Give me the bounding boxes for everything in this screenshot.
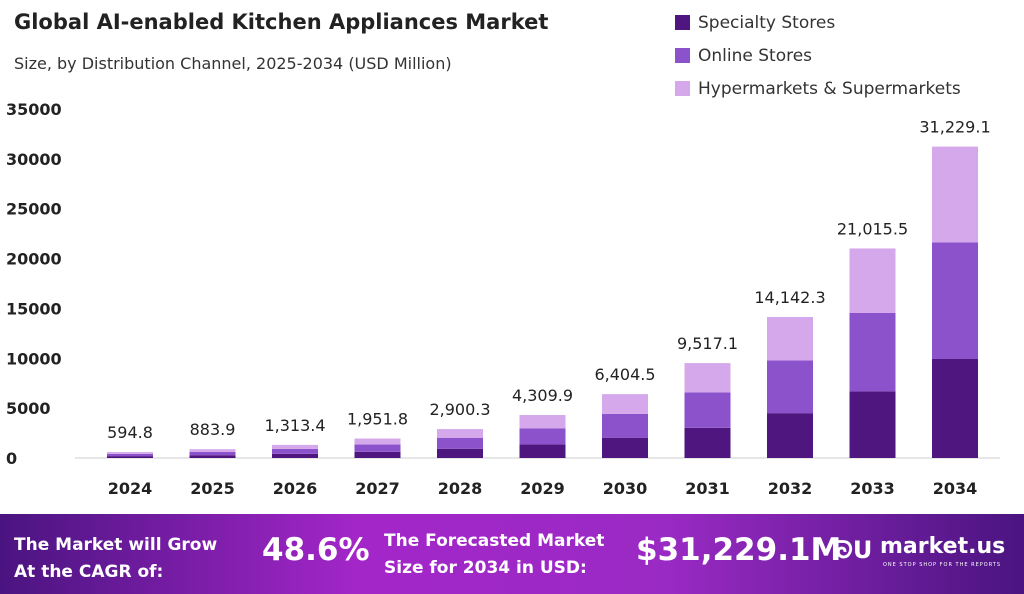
bar-segment-online-stores xyxy=(932,242,978,359)
y-tick-label: 15000 xyxy=(6,299,62,318)
y-tick-label: 30000 xyxy=(6,150,62,169)
bar-segment-online-stores xyxy=(437,437,483,449)
legend-label: Hypermarkets & Supermarkets xyxy=(698,78,961,99)
x-tick-label: 2029 xyxy=(520,479,565,498)
forecast-label-line1: The Forecasted Market xyxy=(384,531,605,551)
cagr-label: The Market will Grow At the CAGR of: xyxy=(14,532,217,586)
total-label: 31,229.1 xyxy=(919,118,990,137)
legend-item: Specialty Stores xyxy=(675,6,961,39)
legend-swatch xyxy=(675,15,690,30)
x-tick-label: 2031 xyxy=(685,479,730,498)
x-tick-label: 2028 xyxy=(438,479,483,498)
bar-segment-hypermarkets-supermarkets xyxy=(189,449,236,452)
bar-segment-online-stores xyxy=(849,312,896,392)
chart-title: Global AI-enabled Kitchen Appliances Mar… xyxy=(14,10,549,34)
total-label: 9,517.1 xyxy=(677,334,738,353)
bar-segment-specialty-stores xyxy=(767,413,813,458)
y-tick-label: 25000 xyxy=(6,200,62,219)
total-label: 594.8 xyxy=(107,423,153,442)
bar-segment-hypermarkets-supermarkets xyxy=(437,429,483,438)
y-tick-label: 35000 xyxy=(6,100,62,119)
legend-label: Specialty Stores xyxy=(698,12,836,33)
chart: 0 5000 10000 15000 20000 25000 30000 35000 594.8… xyxy=(6,100,1000,498)
bar-segment-specialty-stores xyxy=(932,358,978,458)
bar-segment-specialty-stores xyxy=(519,444,566,458)
total-label: 14,142.3 xyxy=(754,288,825,307)
total-label: 1,313.4 xyxy=(264,416,325,435)
bar-segment-online-stores xyxy=(602,413,648,438)
total-label: 883.9 xyxy=(190,420,236,439)
bar-segment-specialty-stores xyxy=(189,455,236,458)
bar-segment-online-stores xyxy=(767,360,813,414)
y-tick-label: 20000 xyxy=(6,250,62,269)
cagr-label-line2: At the CAGR of: xyxy=(14,562,164,582)
legend-swatch xyxy=(675,81,690,96)
total-label: 2,900.3 xyxy=(429,400,490,419)
bar-segment-hypermarkets-supermarkets xyxy=(272,444,318,449)
bar-segment-specialty-stores xyxy=(272,453,318,458)
bar-segment-hypermarkets-supermarkets xyxy=(684,363,731,393)
logo-icon: ᘐᑌ xyxy=(836,536,873,564)
cagr-value: 48.6% xyxy=(262,532,370,568)
bar-segment-specialty-stores xyxy=(437,448,483,458)
bar-segment-online-stores xyxy=(684,392,731,428)
x-tick-label: 2024 xyxy=(108,479,153,498)
bar-segment-hypermarkets-supermarkets xyxy=(107,452,153,454)
bar-segment-specialty-stores xyxy=(354,451,401,458)
bar-segment-hypermarkets-supermarkets xyxy=(602,394,648,414)
footer-banner: The Market will Grow At the CAGR of: 48.… xyxy=(0,514,1024,594)
bar-segment-online-stores xyxy=(272,448,318,454)
bar-segment-specialty-stores xyxy=(684,427,731,458)
x-tick-label: 2027 xyxy=(355,479,400,498)
logo-tagline: ONE STOP SHOP FOR THE REPORTS xyxy=(883,562,1002,568)
cagr-label-line1: The Market will Grow xyxy=(14,535,218,555)
bar-segment-online-stores xyxy=(519,428,566,445)
logo-text: market.us xyxy=(880,534,1006,559)
bar-segment-hypermarkets-supermarkets xyxy=(932,146,978,243)
legend-label: Online Stores xyxy=(698,45,813,66)
total-label: 4,309.9 xyxy=(512,386,573,405)
x-tick-label: 2034 xyxy=(933,479,978,498)
x-tick-label: 2032 xyxy=(768,479,813,498)
bar-segment-hypermarkets-supermarkets xyxy=(849,248,896,313)
legend-swatch xyxy=(675,48,690,63)
x-tick-label: 2025 xyxy=(190,479,235,498)
x-tick-label: 2033 xyxy=(850,479,895,498)
bar-segment-hypermarkets-supermarkets xyxy=(354,438,401,445)
y-tick-label: 5000 xyxy=(6,399,51,418)
chart-subtitle: Size, by Distribution Channel, 2025-2034… xyxy=(14,54,452,73)
x-tick-label: 2026 xyxy=(273,479,318,498)
bar-segment-online-stores xyxy=(354,444,401,452)
legend: Specialty Stores Online Stores Hypermarket… xyxy=(675,6,961,105)
total-label: 6,404.5 xyxy=(594,365,655,384)
forecast-label: The Forecasted Market Size for 2034 in U… xyxy=(384,528,604,582)
legend-item: Online Stores xyxy=(675,39,961,72)
total-label: 21,015.5 xyxy=(837,219,908,238)
bar-segment-specialty-stores xyxy=(849,391,896,458)
y-tick-label: 0 xyxy=(6,449,17,468)
forecast-label-line2: Size for 2034 in USD: xyxy=(384,558,587,578)
bar-segment-specialty-stores xyxy=(107,456,153,458)
bar-segment-hypermarkets-supermarkets xyxy=(767,316,813,361)
x-tick-label: 2030 xyxy=(603,479,648,498)
forecast-value: $31,229.1M xyxy=(636,532,842,568)
y-tick-label: 10000 xyxy=(6,349,62,368)
legend-item: Hypermarkets & Supermarkets xyxy=(675,72,961,105)
bar-segment-online-stores xyxy=(189,451,236,456)
bar-segment-specialty-stores xyxy=(602,437,648,458)
bar-segment-hypermarkets-supermarkets xyxy=(519,415,566,429)
bar-segment-online-stores xyxy=(107,453,153,457)
total-label: 1,951.8 xyxy=(347,410,408,429)
